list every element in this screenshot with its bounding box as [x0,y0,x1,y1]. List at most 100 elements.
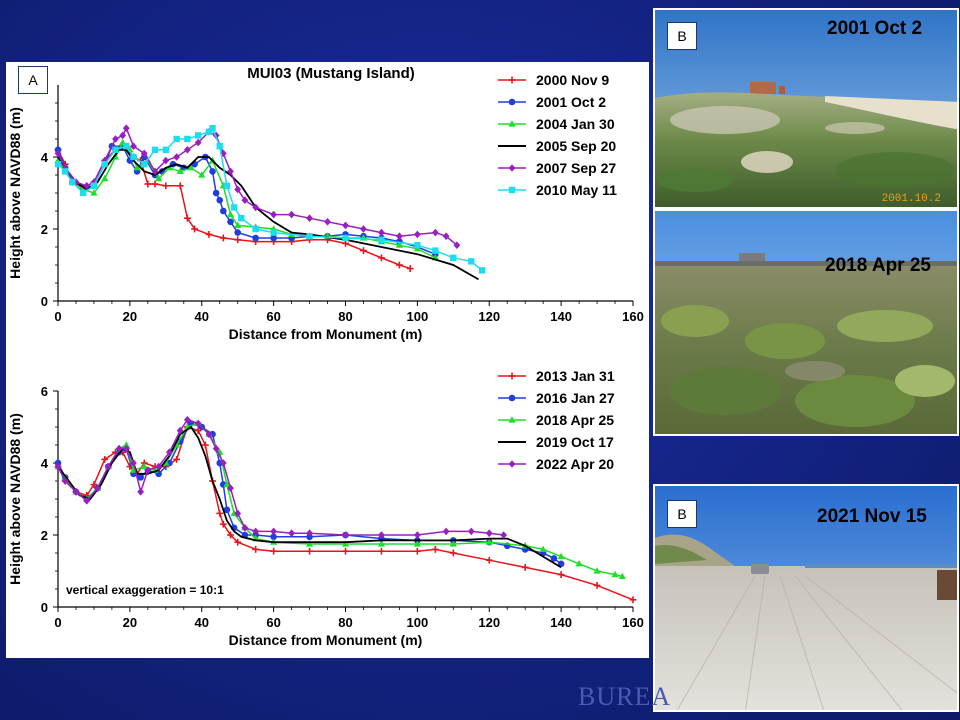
chart2-data-point [521,564,529,571]
chart1-data-point [61,168,69,175]
chart1-data-point [90,189,98,196]
chart2-data-point [485,538,493,545]
chart1-data-point [342,221,349,230]
chart1-data-point [234,236,242,244]
chart2-data-point [252,546,260,553]
chart1-data-point [288,210,295,219]
chart2-data-point [305,540,314,547]
chart2-data-point [306,547,313,555]
chart2-data-point [83,497,91,505]
chart1-xtick-label: 140 [550,309,572,324]
chart2-data-point [557,571,565,578]
chart1-xtick-label: 120 [478,309,500,324]
chart1-data-point [234,221,242,228]
chart2-data-point [183,416,191,424]
chart1-legend-entry: 2005 Sep 20 [498,138,616,154]
chart1-data-point [413,230,421,239]
chart1-data-point [140,149,148,158]
chart2-legend-marker [508,372,516,380]
chart1-data-point [342,234,349,242]
photo-2001-date: 2001 Oct 2 [827,18,923,39]
chart1-legend-label: 2004 Jan 30 [536,116,615,132]
chart2-data-point [306,529,313,537]
chart1-data-point [183,146,191,154]
chart2-data-point [234,538,242,546]
chart1-data-point [101,161,108,168]
chart1-series-6 [54,125,486,274]
chart1-legend-marker [508,186,516,194]
chart1-ytick-label: 0 [41,294,48,309]
chart2-legend-label: 2018 Apr 25 [536,412,614,428]
chart2-series-line [57,418,504,536]
chart1-xtick-label: 100 [407,309,429,324]
chart2-data-point [618,572,626,579]
chart2-data-point [219,459,227,467]
chart1-data-point [112,135,119,143]
chart1-data-point [133,164,141,171]
chart1-data-point [176,182,184,190]
chart1-data-point [396,232,403,240]
chart1-data-point [209,168,216,175]
chart2-data-point [413,547,421,555]
chart2-data-point [431,546,439,553]
chart1-data-point [119,131,127,140]
chart2-data-point [467,527,475,536]
chart1-xtick-label: 60 [266,309,280,324]
chart2-data-point [219,520,227,528]
chart1-legend-entry: 2000 Nov 9 [498,72,609,88]
chart2-data-point [137,488,145,496]
chart1-data-point [205,231,213,238]
chart1-data-point [378,228,385,237]
chart1-data-point [162,146,170,153]
chart1-data-point [432,247,439,254]
chart1-data-point [187,164,195,171]
chart2-data-point [449,549,457,557]
chart1-data-point [395,241,404,248]
photo-2001: B 2001 Oct 2 2001.10.2 [653,8,959,209]
chart1-data-point [406,265,414,272]
chart2-data-point [557,552,565,560]
chart1-data-point [90,182,98,189]
chart1-data-point [209,125,216,132]
chart2-data-point [144,466,152,474]
photo-2018-image [655,211,957,434]
chart1-data-point [54,149,62,158]
chart2-legend-label: 2019 Oct 17 [536,434,614,450]
chart1-legend-label: 2007 Sep 27 [536,160,616,176]
chart1-legend-label: 2010 May 11 [536,182,617,198]
chart1-data-point [227,167,234,176]
chart1-title: MUI03 (Mustang Island) [247,65,415,82]
chart1-data-point [151,167,159,176]
chart2-data-point [593,567,601,574]
chart1-data-point [162,182,170,190]
chart1-legend-entry: 2004 Jan 30 [498,116,615,132]
chart2-data-point [593,582,601,589]
chart1-data-point [414,242,421,249]
chart1-series-line [57,148,479,281]
chart1-data-point [252,234,259,242]
chart2-xtick-label: 120 [478,615,500,630]
chart2-xtick-label: 0 [54,615,61,630]
chart2-legend-marker [508,416,516,423]
chart2-xtick-label: 140 [550,615,572,630]
chart1-data-point [216,196,224,204]
chart1-series-4 [57,148,479,281]
chart2-data-point [342,547,349,555]
chart1-legend-entry: 2001 Oct 2 [498,94,606,110]
chart1-ytick-label: 2 [41,222,48,237]
chart2-data-point [288,529,295,537]
chart2-data-point [72,488,80,496]
chart2-data-point [413,531,421,539]
chart2-data-point [485,529,493,537]
chart2-series-line [57,425,562,569]
chart1-data-point [151,146,159,153]
chart1-data-point [155,174,163,182]
chart1-ylabel: Height above NAVD88 (m) [7,107,23,279]
chart2-xtick-label: 60 [266,615,280,630]
photo-2018-date: 2018 Apr 25 [825,255,931,276]
chart1-data-point [324,218,331,226]
photo-2021-image [655,486,957,710]
chart1-data-point [191,225,198,233]
bureau-logo-text: BUREA [578,682,672,711]
chart2-data-point [61,477,69,485]
